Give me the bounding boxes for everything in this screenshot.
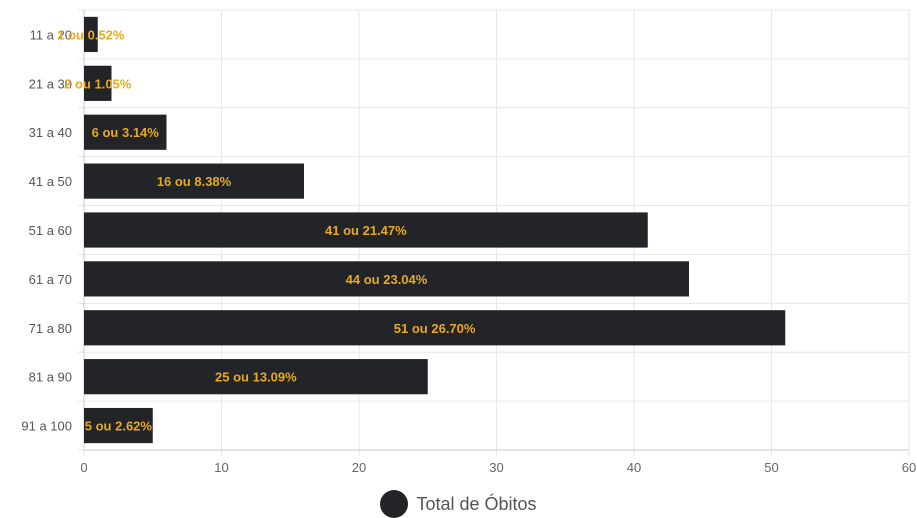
bar [84, 359, 428, 395]
x-tick-label: 0 [80, 460, 87, 475]
bar-chart: 0 10 20 30 40 50 60 11 a 201 ou 0.52% 21 a 302 o… [21, 9, 916, 475]
category-label: 41 a 50 [29, 174, 72, 189]
category-label: 71 a 80 [29, 321, 72, 336]
x-tick-label: 60 [902, 460, 916, 475]
bar [84, 407, 153, 444]
x-tick-label: 50 [764, 460, 778, 475]
data-label: 51 ou 26.70% [394, 321, 476, 336]
category-label: 61 a 70 [29, 272, 72, 287]
x-tick-label: 10 [214, 460, 228, 475]
data-label: 6 ou 3.14% [92, 125, 160, 140]
bar [84, 261, 689, 297]
data-label: 44 ou 23.04% [346, 272, 428, 287]
category-label: 91 a 100 [21, 419, 72, 434]
legend-swatch [380, 490, 409, 518]
x-tick-label: 30 [489, 460, 503, 475]
data-label: 16 ou 8.38% [157, 174, 232, 189]
bar [84, 212, 648, 248]
category-label: 81 a 90 [29, 370, 72, 385]
data-label: 1 ou 0.52% [57, 27, 125, 42]
legend-label: Total de Óbitos [416, 493, 537, 514]
data-label: 41 ou 21.47% [325, 223, 407, 238]
category-label: 11 a 20 [30, 27, 72, 42]
data-label: 2 ou 1.05% [64, 76, 132, 91]
category-label: 31 a 40 [29, 125, 72, 140]
bar [84, 65, 112, 101]
bar [84, 310, 786, 346]
category-label: 51 a 60 [29, 223, 72, 238]
data-label: 25 ou 13.09% [215, 370, 297, 385]
data-label: 5 ou 2.62% [85, 419, 153, 434]
category-label: 21 a 30 [29, 76, 72, 91]
legend[interactable]: Total de Óbitos [0, 490, 917, 518]
x-tick-label: 40 [627, 460, 641, 475]
x-tick-label: 20 [352, 460, 366, 475]
bar [84, 16, 98, 53]
bar [84, 114, 167, 150]
bar [84, 163, 304, 199]
